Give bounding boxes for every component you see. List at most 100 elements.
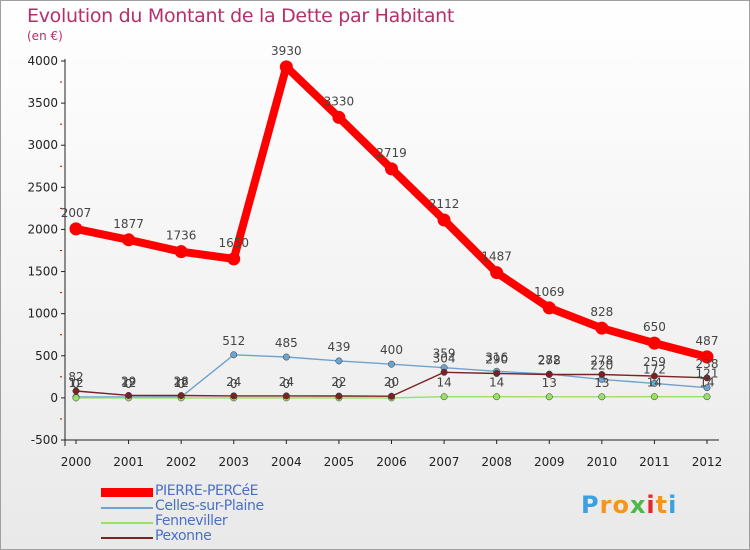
data-label: 28 xyxy=(174,375,189,389)
data-point xyxy=(174,245,188,259)
data-point xyxy=(279,60,293,74)
data-label: 121 xyxy=(696,367,719,381)
data-point xyxy=(650,393,658,401)
x-tick-label: 2001 xyxy=(113,455,144,469)
proxiti-logo: Proxiti xyxy=(581,491,677,519)
chart-title: Evolution du Montant de la Dette par Hab… xyxy=(27,5,455,27)
data-point xyxy=(542,301,556,315)
logo-letter: t xyxy=(655,491,669,519)
data-point xyxy=(230,392,238,400)
data-point xyxy=(703,374,711,382)
data-point xyxy=(72,387,80,395)
data-label: 512 xyxy=(222,334,245,348)
data-label: 3930 xyxy=(271,44,302,58)
legend-label: Fenneviller xyxy=(155,513,228,529)
logo-letter: x xyxy=(629,491,647,519)
data-label: 0 xyxy=(177,377,185,391)
logo-letter: o xyxy=(612,491,630,519)
logo-letter: r xyxy=(599,491,613,519)
data-point xyxy=(493,393,501,401)
data-point xyxy=(490,266,504,280)
legend-swatch xyxy=(101,506,153,509)
data-point xyxy=(545,371,553,378)
data-label: 650 xyxy=(643,320,666,334)
data-point xyxy=(388,360,395,368)
x-tick-label: 2012 xyxy=(692,455,723,469)
y-tick-label: 3000 xyxy=(27,138,58,152)
data-label: 828 xyxy=(590,305,613,319)
legend-swatch xyxy=(101,521,153,524)
data-label: 1650 xyxy=(218,236,249,250)
data-point xyxy=(335,357,343,365)
data-label: 0 xyxy=(230,377,238,391)
data-label: 2007 xyxy=(61,206,92,220)
data-label: 238 xyxy=(696,357,719,371)
x-tick-label: 2004 xyxy=(271,455,302,469)
data-label: 1069 xyxy=(534,285,565,299)
chart-subtitle: (en €) xyxy=(27,29,63,43)
data-label: 14 xyxy=(699,376,714,390)
data-label: 24 xyxy=(279,375,294,389)
y-tick-label: -500 xyxy=(31,433,58,447)
data-label: 29 xyxy=(121,374,136,388)
data-label: 220 xyxy=(590,358,613,372)
data-point xyxy=(72,394,80,402)
data-point xyxy=(493,370,501,377)
x-tick-label: 2005 xyxy=(324,455,355,469)
data-point xyxy=(282,392,290,400)
data-label: 259 xyxy=(643,355,666,369)
data-label: 0 xyxy=(283,377,291,391)
data-point xyxy=(598,371,606,378)
x-tick-label: 2010 xyxy=(587,455,618,469)
x-tick-label: 2009 xyxy=(534,455,565,469)
logo-letter: i xyxy=(668,491,678,519)
data-label: 359 xyxy=(433,347,456,361)
x-tick-label: 2007 xyxy=(429,455,460,469)
data-label: 1877 xyxy=(113,217,144,231)
x-tick-label: 2006 xyxy=(376,455,407,469)
data-label: 0 xyxy=(388,377,396,391)
data-point xyxy=(227,252,241,266)
data-point xyxy=(282,353,290,361)
data-label: 14 xyxy=(647,376,662,390)
y-tick-label: 3500 xyxy=(27,96,58,110)
data-label: 1736 xyxy=(166,229,197,243)
data-point xyxy=(440,368,448,376)
data-point xyxy=(650,379,658,387)
data-label: 439 xyxy=(327,340,350,354)
data-point xyxy=(595,321,609,335)
data-point xyxy=(647,336,661,350)
legend-swatch xyxy=(101,536,153,539)
data-label: 2112 xyxy=(429,197,460,211)
data-point xyxy=(69,222,83,236)
y-tick-label: 2000 xyxy=(27,222,58,236)
data-point xyxy=(385,162,398,176)
data-label: 14 xyxy=(489,376,504,390)
x-tick-label: 2011 xyxy=(639,455,670,469)
data-label: 278 xyxy=(538,353,561,367)
legend-label: PIERRE-PERCéE xyxy=(155,483,259,499)
y-tick-label: 2500 xyxy=(27,180,58,194)
data-label: 0 xyxy=(125,377,133,391)
data-point xyxy=(125,391,133,399)
data-label: 0 xyxy=(335,377,343,391)
x-tick-label: 2000 xyxy=(61,455,92,469)
legend-label: Celles-sur-Plaine xyxy=(155,498,264,514)
data-label: 2719 xyxy=(376,146,407,160)
logo-letter: i xyxy=(646,491,656,519)
data-label: 0 xyxy=(72,377,80,391)
data-label: 400 xyxy=(380,343,403,357)
data-label: 24 xyxy=(226,375,241,389)
legend-label: Pexonne xyxy=(155,528,212,544)
data-point xyxy=(703,384,711,392)
y-tick-label: 1500 xyxy=(27,265,58,279)
y-tick-label: 500 xyxy=(35,349,58,363)
data-point xyxy=(440,393,448,401)
data-point xyxy=(177,392,185,399)
data-label: 172 xyxy=(643,362,666,376)
data-label: 1487 xyxy=(481,250,512,264)
data-point xyxy=(388,392,395,400)
data-label: 82 xyxy=(68,370,83,384)
x-tick-label: 2003 xyxy=(218,455,249,469)
